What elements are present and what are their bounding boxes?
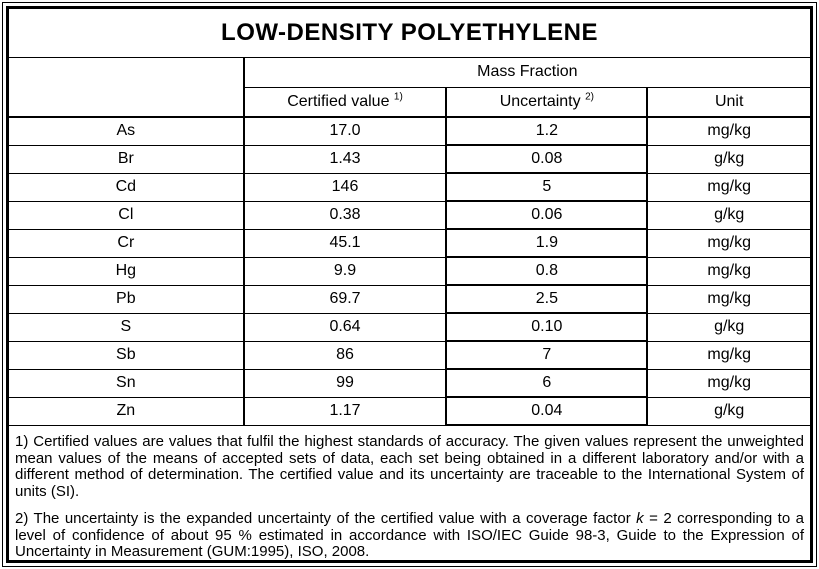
certificate-sheet: LOW-DENSITY POLYETHYLENE Mass Fraction C… [6, 6, 813, 563]
uncertainty-cell: 1.2 [445, 117, 648, 146]
element-cell: As [9, 117, 244, 146]
table-row: Zn 1.17 0.04 g/kg [9, 397, 810, 426]
table-row: As 17.0 1.2 mg/kg [9, 117, 810, 146]
element-cell: Cl [9, 201, 244, 230]
unit-cell: g/kg [646, 201, 810, 230]
unit-cell: g/kg [646, 397, 810, 426]
certified-value-cell: 45.1 [242, 229, 447, 258]
certified-value-cell: 9.9 [242, 257, 447, 286]
coverage-factor-k: k [636, 510, 644, 527]
unit-cell: mg/kg [646, 369, 810, 398]
certified-value-cell: 0.64 [242, 313, 447, 342]
element-cell: Cd [9, 173, 244, 202]
unit-cell: mg/kg [646, 341, 810, 370]
element-cell: Sn [9, 369, 244, 398]
uncertainty-header: Uncertainty 2) [445, 87, 648, 118]
table-row: Br 1.43 0.08 g/kg [9, 145, 810, 174]
certified-value-cell: 146 [242, 173, 447, 202]
unit-cell: g/kg [646, 145, 810, 174]
unit-cell: mg/kg [646, 285, 810, 314]
unit-header: Unit [646, 87, 810, 118]
footnote2-marker: 2) [585, 91, 594, 103]
table-row: Sn 99 6 mg/kg [9, 369, 810, 398]
corner-empty-cell [9, 57, 244, 118]
element-cell: Cr [9, 229, 244, 258]
certified-value-cell: 69.7 [242, 285, 447, 314]
uncertainty-cell: 6 [445, 369, 648, 398]
unit-cell: mg/kg [646, 173, 810, 202]
certified-value-cell: 1.43 [242, 145, 447, 174]
sub-header-row: Certified value 1) Uncertainty 2) Unit [9, 87, 810, 118]
uncertainty-cell: 0.06 [445, 201, 648, 230]
certified-value-cell: 1.17 [242, 397, 447, 426]
uncertainty-cell: 0.10 [445, 313, 648, 342]
footnote1-marker: 1) [393, 91, 403, 103]
document-title: LOW-DENSITY POLYETHYLENE [9, 9, 810, 58]
element-cell: Br [9, 145, 244, 174]
uncertainty-cell: 7 [445, 341, 648, 370]
unit-cell: mg/kg [646, 257, 810, 286]
uncertainty-cell: 5 [445, 173, 648, 202]
uncertainty-cell: 0.04 [445, 397, 648, 426]
certified-value-cell: 99 [242, 369, 447, 398]
certificate-table: LOW-DENSITY POLYETHYLENE Mass Fraction C… [9, 9, 810, 426]
group-header-row: Mass Fraction [9, 57, 810, 118]
title-row: LOW-DENSITY POLYETHYLENE [9, 9, 810, 58]
certified-value-header: Certified value 1) [242, 87, 447, 118]
uncertainty-cell: 2.5 [445, 285, 648, 314]
certified-value-cell: 86 [242, 341, 447, 370]
element-cell: Zn [9, 397, 244, 426]
uncertainty-header-label: Uncertainty [499, 92, 581, 110]
certified-value-cell: 17.0 [242, 117, 447, 146]
footnote-1: 1) Certified values are values that fulf… [15, 433, 804, 500]
unit-cell: mg/kg [646, 229, 810, 258]
footnote-2-text-end: = 2 corresponding to a level of confiden… [15, 510, 804, 560]
element-cell: S [9, 313, 244, 342]
unit-cell: g/kg [646, 313, 810, 342]
footnotes-section: 1) Certified values are values that fulf… [9, 426, 810, 561]
table-row: Cd 146 5 mg/kg [9, 173, 810, 202]
element-cell: Pb [9, 285, 244, 314]
footnote-2: 2) The uncertainty is the expanded uncer… [15, 510, 804, 561]
table-row: Pb 69.7 2.5 mg/kg [9, 285, 810, 314]
mass-fraction-header: Mass Fraction [242, 57, 810, 88]
certified-value-cell: 0.38 [242, 201, 447, 230]
element-cell: Sb [9, 341, 244, 370]
table-body: As 17.0 1.2 mg/kg Br 1.43 0.08 g/kg Cd 1… [9, 117, 810, 426]
unit-cell: mg/kg [646, 117, 810, 146]
uncertainty-cell: 0.08 [445, 145, 648, 174]
table-row: Hg 9.9 0.8 mg/kg [9, 257, 810, 286]
table-row: S 0.64 0.10 g/kg [9, 313, 810, 342]
footnote-2-text-start: 2) The uncertainty is the expanded uncer… [15, 510, 637, 527]
table-row: Cl 0.38 0.06 g/kg [9, 201, 810, 230]
uncertainty-cell: 1.9 [445, 229, 648, 258]
table-row: Cr 45.1 1.9 mg/kg [9, 229, 810, 258]
table-row: Sb 86 7 mg/kg [9, 341, 810, 370]
element-cell: Hg [9, 257, 244, 286]
uncertainty-cell: 0.8 [445, 257, 648, 286]
certified-value-header-label: Certified value [287, 92, 390, 110]
